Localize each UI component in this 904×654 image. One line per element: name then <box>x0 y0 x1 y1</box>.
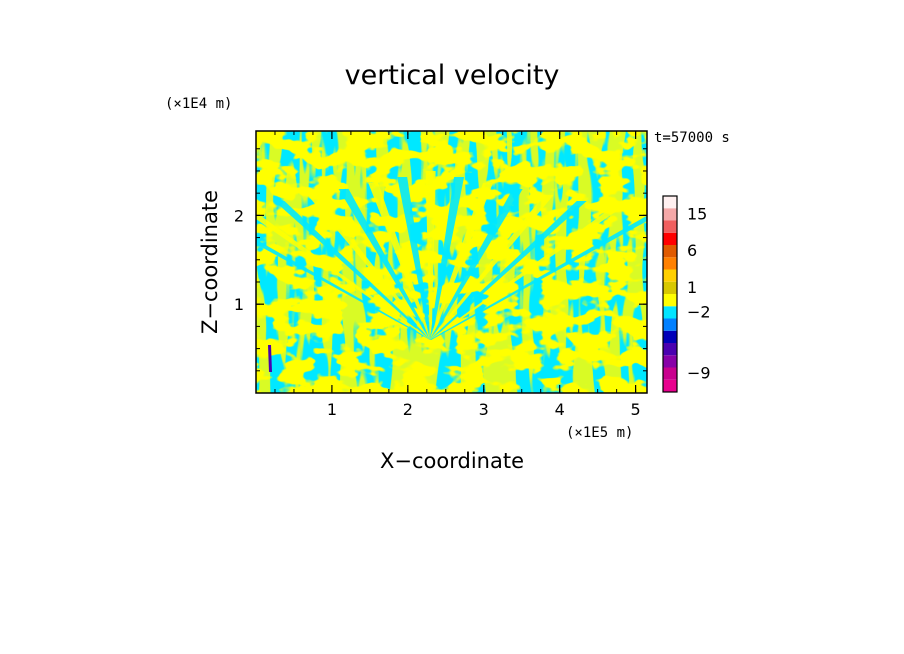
x-tick-label-0: 1 <box>327 400 337 419</box>
x-tick-label-1: 2 <box>403 400 413 419</box>
fan-stripe <box>429 189 523 340</box>
y-ticks: 12 <box>234 148 647 372</box>
fan-stripe <box>307 195 432 340</box>
colorbar-label-0: 15 <box>687 204 707 223</box>
x-tick-label-4: 5 <box>631 400 641 419</box>
colorbar-frame <box>662 195 678 393</box>
colorbar-level-12 <box>663 232 677 245</box>
colorbar-level-14 <box>663 208 677 221</box>
colorbar-level-9 <box>663 269 677 282</box>
fan-stripe <box>368 183 432 340</box>
fan-stripe <box>429 177 465 340</box>
fan-stripe <box>256 239 432 340</box>
velocity-field <box>256 131 647 393</box>
colorbar-level-8 <box>663 281 677 294</box>
colorbar-level-7 <box>663 294 677 307</box>
colorbar-level-15 <box>663 196 677 209</box>
x-axis-unit: (×1E5 m) <box>566 425 633 441</box>
fan-stripe <box>429 207 623 340</box>
colorbar-level-10 <box>663 257 677 270</box>
y-tick-label-0: 1 <box>234 295 244 314</box>
time-label: t=57000 s <box>654 130 730 146</box>
fan-stripes <box>256 171 647 340</box>
fan-stripe <box>425 171 436 340</box>
colorbar-label-3: −2 <box>687 302 711 321</box>
fan-stripe <box>256 212 432 340</box>
colorbar-label-2: 1 <box>687 278 697 297</box>
plot-frame <box>255 130 648 394</box>
colorbar-level-6 <box>663 306 677 319</box>
colorbar-label-1: 6 <box>687 241 697 260</box>
colorbar-level-11 <box>663 245 677 258</box>
y-axis-unit: (×1E4 m) <box>165 96 232 112</box>
colorbar-level-3 <box>663 343 677 356</box>
x-axis-label: X−coordinate <box>380 449 524 473</box>
chart-title: vertical velocity <box>345 60 560 91</box>
colorbar-label-4: −9 <box>687 364 711 383</box>
x-tick-label-3: 4 <box>555 400 565 419</box>
fan-stripe <box>429 201 587 340</box>
strong-downdraft <box>268 345 272 372</box>
colorbar: 15 6 1 −2 −9 <box>662 195 711 393</box>
colorbar-level-5 <box>663 318 677 331</box>
colorbar-level-1 <box>663 367 677 380</box>
fan-stripe <box>429 183 493 340</box>
y-tick-label-1: 2 <box>234 206 244 225</box>
x-tick-label-2: 3 <box>479 400 489 419</box>
colorbar-level-2 <box>663 355 677 368</box>
x-ticks: 1 2 3 4 5 <box>274 131 641 419</box>
colorbar-level-13 <box>663 220 677 233</box>
fan-stripe <box>429 195 554 340</box>
fan-stripe <box>397 177 432 340</box>
fan-stripe <box>338 189 432 340</box>
y-axis-label: Z−coordinate <box>198 190 222 334</box>
colorbar-level-4 <box>663 330 677 343</box>
colorbar-level-0 <box>663 379 677 392</box>
fan-stripe <box>274 201 432 340</box>
